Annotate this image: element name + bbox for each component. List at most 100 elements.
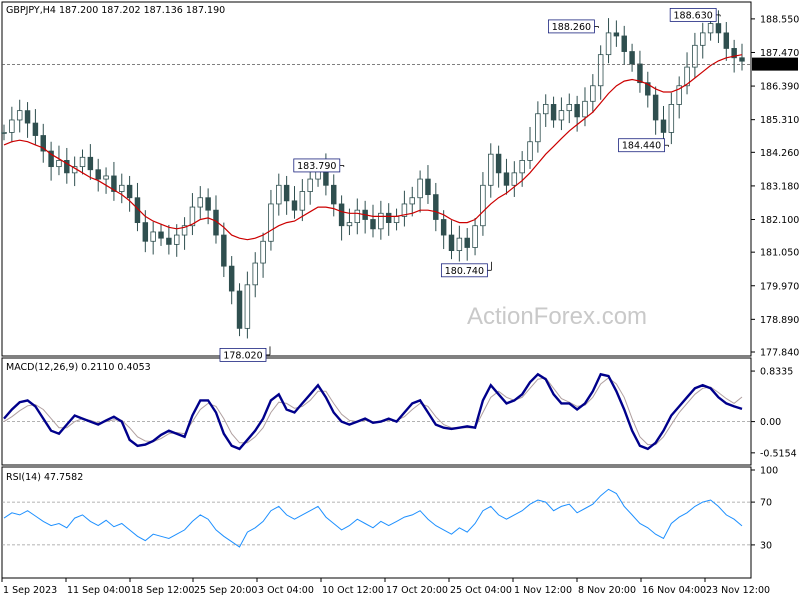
- candle-body: [9, 119, 15, 133]
- watermark: ActionForex.com: [467, 303, 647, 330]
- candle-body: [637, 63, 643, 84]
- candle-body: [48, 150, 54, 168]
- candle-body: [409, 197, 415, 205]
- annotation-label: 180.740: [445, 266, 484, 277]
- candle-body: [684, 66, 690, 87]
- candle-body: [79, 156, 86, 168]
- candle-body: [700, 32, 706, 46]
- candle-body: [221, 234, 227, 267]
- candle-body: [692, 44, 698, 68]
- candle-body: [464, 237, 470, 248]
- candle-body: [1, 132, 7, 134]
- candle-body: [456, 237, 463, 252]
- candle-body: [244, 284, 251, 329]
- candle-body: [731, 48, 737, 59]
- candle-body: [472, 225, 478, 248]
- candle-body: [433, 194, 439, 220]
- candle-body: [566, 104, 573, 112]
- candle-body: [495, 153, 502, 174]
- macd-tick-label: -0.5154: [760, 448, 797, 459]
- candle-body: [354, 209, 361, 224]
- candle-body: [378, 212, 384, 230]
- candle-body: [276, 184, 282, 205]
- price-tick-label: 184.260: [760, 148, 799, 159]
- candle-body: [385, 212, 392, 224]
- candle-body: [103, 175, 109, 180]
- x-tick-label: 16 Nov 04:00: [642, 585, 706, 596]
- annotation-box: [618, 138, 665, 153]
- candle-body: [645, 82, 651, 96]
- x-tick-label: 25 Oct 04:00: [450, 585, 512, 596]
- price-tick-label: 187.470: [760, 48, 799, 59]
- annotation-label: 188.260: [552, 22, 591, 33]
- candle-body: [119, 184, 125, 192]
- macd-panel-frame: [1, 357, 752, 466]
- candle-body: [574, 104, 580, 118]
- x-tick-label: 11 Sep 04:00: [67, 585, 130, 596]
- price-tick-label: 188.550: [760, 14, 799, 25]
- rsi-layer: 100 70 30: [2, 466, 778, 551]
- current-price-box: [752, 57, 798, 71]
- macd-signal-line: [3, 377, 743, 446]
- x-tick-label: 25 Sep 20:00: [194, 585, 257, 596]
- price-tick-label: 179.970: [760, 281, 799, 292]
- price-layer: 188.550 187.470 186.390 185.310 184.260 183.1…: [1, 7, 799, 362]
- candle-body: [307, 178, 313, 192]
- rsi-panel-frame: [1, 466, 752, 579]
- candle-body: [370, 219, 376, 230]
- price-tick-label: 178.890: [760, 315, 799, 326]
- rsi-line: [3, 488, 743, 548]
- candle-body: [707, 23, 714, 34]
- price-chart-title: GBPJPY,H4 187.200 187.202 187.136 187.19…: [6, 5, 225, 16]
- candle-body: [558, 110, 565, 121]
- candle-body: [401, 203, 408, 217]
- moving-average-line: [3, 54, 743, 241]
- candle-body: [425, 178, 431, 196]
- candle-body: [535, 113, 541, 143]
- macd-tick-label: 0.00: [760, 417, 781, 428]
- price-panel-frame: [1, 1, 752, 357]
- macd-line: [3, 372, 743, 451]
- candle-body: [597, 54, 604, 87]
- candle-body: [739, 57, 745, 62]
- candle-body: [723, 32, 730, 49]
- candle-body: [40, 135, 46, 152]
- annotation-box: [293, 158, 341, 173]
- candle-body: [158, 231, 164, 239]
- current-price-label: 187.080: [757, 60, 796, 71]
- annotation-box: [548, 19, 595, 34]
- candle-body: [511, 172, 518, 186]
- candle-body: [189, 206, 196, 227]
- candle-body: [142, 222, 149, 242]
- price-tick-label: 183.180: [760, 181, 799, 192]
- candle-body: [16, 110, 23, 121]
- price-tick-label: 186.390: [760, 82, 799, 93]
- candle-body: [95, 169, 101, 180]
- candle-body: [24, 110, 31, 124]
- candle-body: [197, 197, 204, 208]
- rsi-tick-label: 100: [760, 466, 778, 477]
- candle-body: [346, 222, 353, 227]
- candle-body: [205, 197, 211, 211]
- candle-body: [715, 23, 722, 34]
- candle-body: [621, 35, 627, 52]
- candle-body: [582, 100, 588, 118]
- candle-body: [613, 32, 620, 37]
- macd-tick-label: 0.8335: [760, 367, 793, 378]
- macd-layer: 0.8335 0.00 -0.5154: [2, 367, 797, 459]
- candle-body: [173, 234, 180, 245]
- macd-title: MACD(12,26,9) 0.2110 0.4053: [6, 362, 151, 373]
- annotation-box: [219, 348, 267, 362]
- candle-body: [236, 290, 243, 329]
- candle-body: [299, 191, 306, 211]
- candle-body: [252, 262, 258, 286]
- candle-body: [668, 104, 675, 133]
- x-tick-label: 10 Oct 12:00: [322, 585, 384, 596]
- annotation-label: 183.790: [297, 161, 336, 172]
- annotation-box: [669, 7, 717, 22]
- annotation-label: 178.020: [223, 350, 262, 361]
- x-tick-label: 23 Nov 12:00: [706, 585, 770, 596]
- annotation-label: 188.630: [674, 10, 713, 21]
- candle-body: [605, 32, 612, 56]
